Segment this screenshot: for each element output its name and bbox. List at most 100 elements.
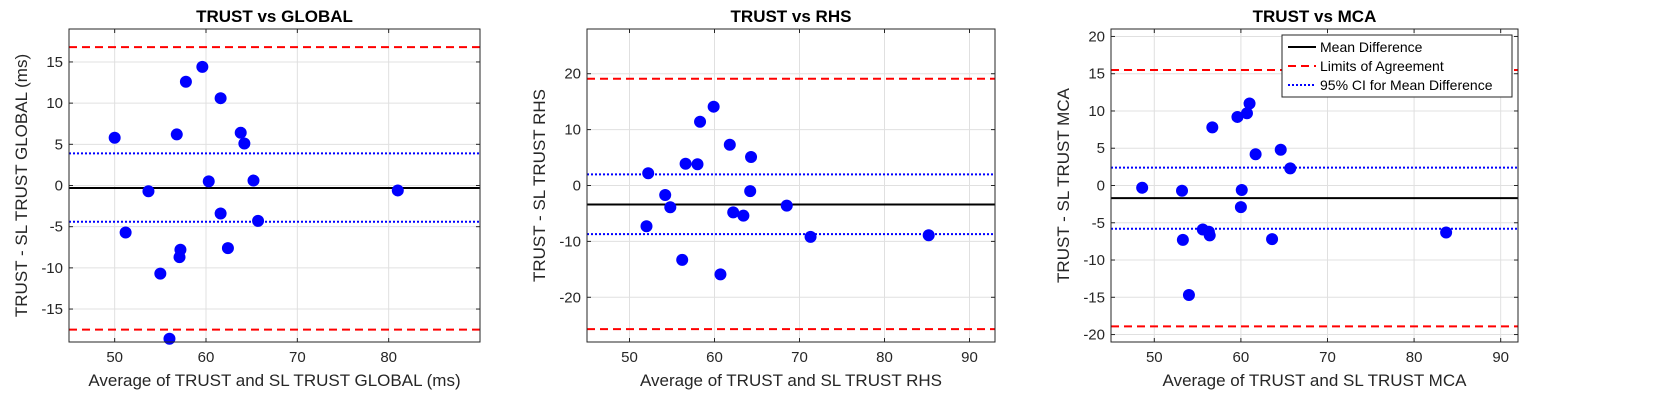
data-point [1235,183,1248,196]
data-point [804,230,817,243]
chart-panel-global: 50 60 70 80 -15 -10 -5 0 5 10 15 TRUST vs GLOBAL A… [12,7,481,390]
y-tick-label: -5 [50,219,63,236]
reference-lines [69,46,480,331]
y-tick-label: 15 [1088,66,1105,83]
x-tick-label: 80 [1406,349,1423,366]
y-axis-label: TRUST - SL TRUST GLOBAL (ms) [12,54,31,317]
data-point [1231,110,1244,123]
y-tick-label: 10 [564,122,581,139]
data-point [221,242,234,255]
y-tick-label: 5 [1097,140,1105,157]
x-tick-label: 60 [198,349,215,366]
y-tick-label: 0 [55,178,63,195]
x-tick-label: 70 [791,349,808,366]
y-tick-label: -20 [1083,327,1105,344]
scatter-points [1136,97,1453,302]
x-tick-label: 70 [1319,349,1336,366]
data-point [1240,107,1253,120]
data-point [1440,226,1453,239]
x-tick-label: 60 [706,349,723,366]
reference-lines [1111,68,1518,328]
data-point [691,158,704,171]
data-point [247,174,260,187]
chart-panel-rhs: 50 60 70 80 90 -20 -10 0 10 20 TRUST vs RHS Avera… [530,7,996,390]
axes: 50 60 70 80 90 -20 -10 0 10 20 [559,28,996,366]
data-point [173,251,186,264]
data-point [642,167,655,180]
x-axis-label: Average of TRUST and SL TRUST MCA [1163,371,1468,390]
data-point [1206,121,1219,134]
data-point [214,207,227,220]
scatter-points [640,100,935,281]
grid [587,29,995,342]
data-point [202,175,215,188]
y-tick-label: 10 [1088,103,1105,120]
data-point [1136,181,1149,194]
data-point [214,92,227,105]
data-point [163,332,176,345]
data-point [154,267,167,280]
x-tick-label: 70 [289,349,306,366]
y-tick-label: -15 [41,301,63,318]
y-tick-label: -5 [1092,215,1105,232]
grid [69,29,480,342]
legend-ci-label: 95% CI for Mean Difference [1320,77,1493,93]
data-point [179,75,192,88]
x-axis-label: Average of TRUST and SL TRUST RHS [640,371,942,390]
data-point [737,209,750,222]
data-point [640,220,653,233]
data-point [1274,143,1287,156]
legend-box [1281,34,1513,98]
y-tick-label: -10 [41,260,63,277]
data-point [108,131,121,144]
data-point [1176,184,1189,197]
y-axis-label: TRUST - SL TRUST MCA [1054,87,1073,283]
data-point [238,137,251,150]
x-tick-label: 90 [961,349,978,366]
axes: 50 60 70 80 -15 -10 -5 0 5 10 15 [41,28,481,366]
data-point [745,150,758,163]
x-tick-label: 50 [106,349,123,366]
x-tick-label: 50 [621,349,638,366]
x-tick-label: 50 [1146,349,1163,366]
y-axis-label: TRUST - SL TRUST RHS [530,89,549,282]
data-point [694,115,707,128]
data-point [391,184,404,197]
data-point [196,60,209,73]
data-point [252,214,265,227]
y-tick-label: 20 [1088,28,1105,45]
data-point [142,185,155,198]
data-point [780,199,793,212]
data-point [922,229,935,242]
x-tick-label: 60 [1233,349,1250,366]
legend-mean-label: Mean Difference [1320,39,1423,55]
data-point [723,138,736,151]
y-tick-label: -10 [1083,252,1105,269]
y-tick-label: 5 [55,136,63,153]
y-tick-label: -10 [559,233,581,250]
y-tick-label: 0 [1097,178,1105,195]
data-point [119,226,132,239]
y-tick-label: -15 [1083,289,1105,306]
y-tick-label: 10 [46,95,63,112]
data-point [676,253,689,266]
data-point [1249,148,1262,161]
data-point [714,268,727,281]
y-tick-label: 20 [564,66,581,83]
data-point [659,189,672,202]
x-axis-label: Average of TRUST and SL TRUST GLOBAL (ms… [88,371,460,390]
data-point [727,206,740,219]
data-point [664,201,677,214]
y-tick-label: 15 [46,54,63,71]
x-tick-label: 80 [380,349,397,366]
chart-panel-mca: 50 60 70 80 90 -20 -15 -10 -5 0 5 10 15 20 TRUST vs M… [1054,7,1519,390]
x-tick-label: 80 [876,349,893,366]
chart-title: TRUST vs MCA [1253,7,1377,26]
data-point [1284,162,1297,175]
legend: Mean Difference Limits of Agreement 95% … [1281,34,1513,98]
y-tick-label: 0 [573,178,581,195]
y-tick-label: -20 [559,289,581,306]
data-point [1266,233,1279,246]
chart-title: TRUST vs RHS [731,7,852,26]
